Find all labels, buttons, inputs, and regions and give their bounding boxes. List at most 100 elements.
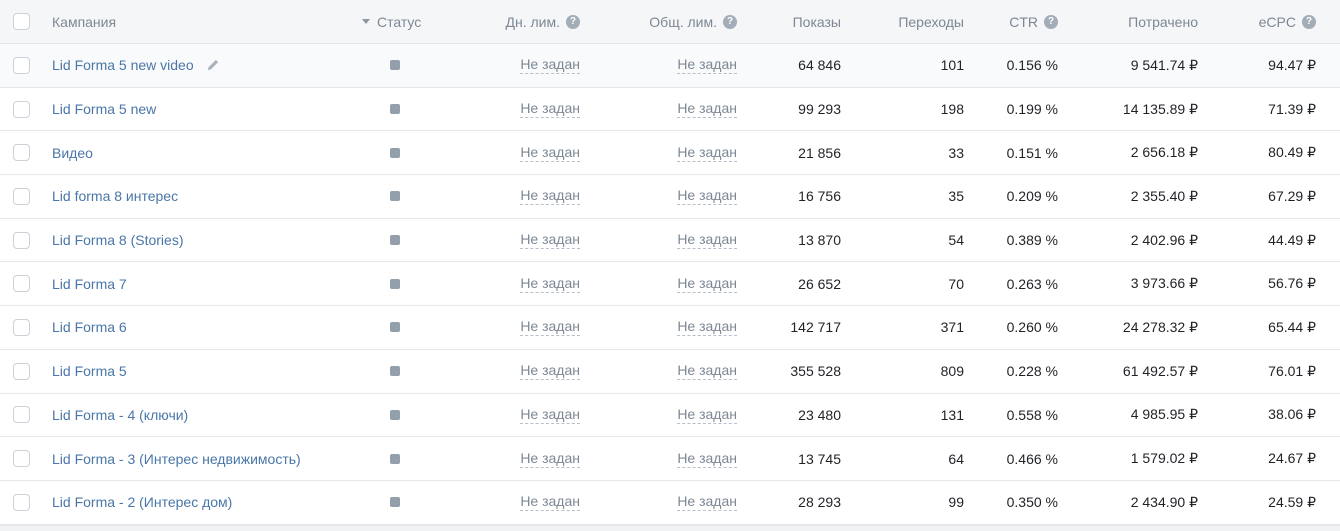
edit-pencil-icon[interactable]	[206, 58, 220, 72]
table-row: Lid Forma - 4 (ключи) Не задан Не задан …	[0, 393, 1340, 438]
header-ctr[interactable]: CTR ?	[975, 0, 1070, 43]
table-row: Lid Forma - 2 (Интерес дом) Не задан Не …	[0, 480, 1340, 525]
campaign-name-link[interactable]: Lid Forma - 3 (Интерес недвижимость)	[52, 450, 301, 467]
campaign-name-link[interactable]: Lid Forma 5 new video	[52, 57, 194, 74]
ctr-value: 0.558 %	[1006, 406, 1058, 423]
spent-value: 2 402.96 ₽	[1130, 231, 1198, 248]
header-impressions[interactable]: Показы	[750, 0, 855, 43]
total-limit-value[interactable]: Не задан	[677, 100, 737, 119]
total-limit-value[interactable]: Не задан	[677, 362, 737, 381]
total-limit-value[interactable]: Не задан	[677, 405, 737, 424]
help-icon[interactable]: ?	[723, 14, 737, 29]
ecpc-value: 24.59 ₽	[1268, 493, 1316, 510]
header-daily-limit-label: Дн. лим.	[505, 13, 561, 30]
total-limit-value[interactable]: Не задан	[677, 187, 737, 206]
ctr-value: 0.389 %	[1006, 232, 1058, 249]
row-checkbox[interactable]	[13, 100, 30, 118]
ctr-value: 0.263 %	[1006, 275, 1058, 292]
daily-limit-value[interactable]: Не задан	[520, 362, 580, 381]
impressions-value: 142 717	[790, 319, 841, 336]
daily-limit-value[interactable]: Не задан	[520, 100, 580, 119]
header-ecpc[interactable]: eCPC ?	[1210, 0, 1340, 43]
daily-limit-value[interactable]: Не задан	[520, 449, 580, 468]
row-checkbox[interactable]	[13, 406, 30, 424]
campaign-name-link[interactable]: Видео	[52, 144, 93, 161]
status-paused-icon	[390, 235, 400, 246]
campaign-name-link[interactable]: Lid Forma 5	[52, 363, 127, 380]
header-total-limit-label: Общ. лим.	[649, 13, 717, 30]
daily-limit-value[interactable]: Не задан	[520, 143, 580, 162]
total-limit-value[interactable]: Не задан	[677, 493, 737, 512]
spent-value: 3 973.66 ₽	[1130, 275, 1198, 292]
daily-limit-value[interactable]: Не задан	[520, 231, 580, 250]
row-checkbox[interactable]	[13, 362, 30, 380]
impressions-value: 13 870	[798, 232, 841, 249]
header-campaign[interactable]: Кампания	[44, 0, 354, 43]
status-paused-icon	[390, 60, 400, 71]
row-checkbox[interactable]	[13, 56, 30, 74]
daily-limit-value[interactable]: Не задан	[520, 187, 580, 206]
header-status[interactable]: Статус	[354, 0, 460, 43]
header-spent-label: Потрачено	[1128, 13, 1198, 30]
help-icon[interactable]: ?	[1302, 14, 1316, 29]
total-limit-value[interactable]: Не задан	[677, 143, 737, 162]
impressions-value: 23 480	[798, 406, 841, 423]
campaign-name-link[interactable]: Lid Forma 7	[52, 275, 127, 292]
select-all-checkbox[interactable]	[13, 13, 30, 30]
impressions-value: 16 756	[798, 188, 841, 205]
ecpc-value: 38.06 ₽	[1268, 406, 1316, 423]
impressions-value: 28 293	[798, 494, 841, 511]
ctr-value: 0.151 %	[1006, 144, 1058, 161]
campaign-name-link[interactable]: Lid Forma 6	[52, 319, 127, 336]
campaign-name-link[interactable]: Lid Forma - 4 (ключи)	[52, 406, 189, 423]
clicks-value: 131	[940, 406, 964, 423]
total-limit-value[interactable]: Не задан	[677, 274, 737, 293]
status-paused-icon	[390, 147, 400, 158]
ctr-value: 0.260 %	[1006, 319, 1058, 336]
clicks-value: 371	[940, 319, 964, 336]
ctr-value: 0.466 %	[1006, 450, 1058, 467]
impressions-value: 99 293	[798, 101, 841, 118]
daily-limit-value[interactable]: Не задан	[520, 274, 580, 293]
daily-limit-value[interactable]: Не задан	[520, 493, 580, 512]
total-limit-value[interactable]: Не задан	[677, 449, 737, 468]
total-limit-value[interactable]: Не задан	[677, 318, 737, 337]
ecpc-value: 71.39 ₽	[1268, 100, 1316, 117]
total-limit-value[interactable]: Не задан	[677, 231, 737, 250]
campaign-name-link[interactable]: Lid Forma - 2 (Интерес дом)	[52, 494, 233, 511]
ctr-value: 0.199 %	[1006, 101, 1058, 118]
total-limit-value[interactable]: Не задан	[677, 56, 737, 75]
header-clicks[interactable]: Переходы	[855, 0, 975, 43]
spent-value: 9 541.74 ₽	[1130, 56, 1198, 73]
header-spent[interactable]: Потрачено	[1070, 0, 1210, 43]
daily-limit-value[interactable]: Не задан	[520, 405, 580, 424]
row-checkbox[interactable]	[13, 231, 30, 249]
row-checkbox[interactable]	[13, 187, 30, 205]
ctr-value: 0.350 %	[1006, 494, 1058, 511]
status-paused-icon	[390, 453, 400, 464]
row-checkbox[interactable]	[13, 493, 30, 511]
row-checkbox[interactable]	[13, 318, 30, 336]
status-paused-icon	[390, 497, 400, 508]
table-row: Lid Forma 5 new video Не задан Не задан …	[0, 44, 1340, 88]
daily-limit-value[interactable]: Не задан	[520, 318, 580, 337]
campaign-name-link[interactable]: Lid forma 8 интерес	[52, 188, 179, 205]
header-daily-limit[interactable]: Дн. лим. ?	[460, 0, 595, 43]
spent-value: 1 579.02 ₽	[1130, 450, 1198, 467]
help-icon[interactable]: ?	[1044, 14, 1058, 29]
campaign-name-link[interactable]: Lid Forma 5 new	[52, 101, 157, 118]
ecpc-value: 94.47 ₽	[1268, 56, 1316, 73]
clicks-value: 101	[940, 57, 964, 74]
status-paused-icon	[390, 409, 400, 420]
row-checkbox[interactable]	[13, 144, 30, 162]
header-ctr-label: CTR	[1009, 13, 1038, 30]
daily-limit-value[interactable]: Не задан	[520, 56, 580, 75]
help-icon[interactable]: ?	[566, 14, 580, 29]
campaign-name-link[interactable]: Lid Forma 8 (Stories)	[52, 232, 184, 249]
row-checkbox[interactable]	[13, 275, 30, 293]
impressions-value: 355 528	[790, 363, 841, 380]
table-row: Lid Forma 6 Не задан Не задан 142 717 37…	[0, 306, 1340, 350]
row-checkbox[interactable]	[13, 450, 30, 468]
header-total-limit[interactable]: Общ. лим. ?	[595, 0, 750, 43]
